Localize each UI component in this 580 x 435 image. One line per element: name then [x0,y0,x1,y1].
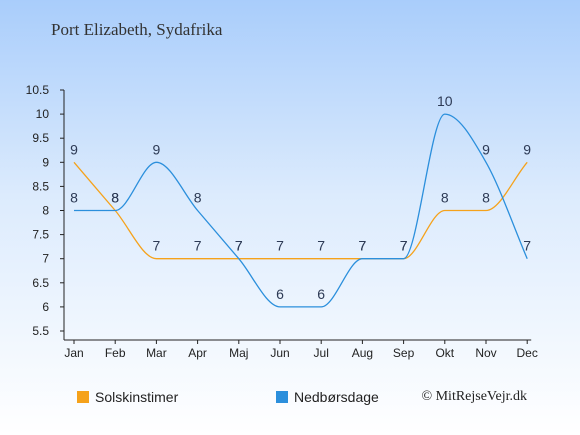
data-label-solskinstimer: 7 [317,238,325,254]
data-label-nedborsdage: 9 [482,141,490,157]
data-label-nedborsdage: 6 [317,286,325,302]
chart-title: Port Elizabeth, Sydafrika [51,20,223,39]
data-label-solskinstimer: 9 [70,141,78,157]
legend-item-solskinstimer: Solskinstimer [77,389,178,405]
data-label-solskinstimer: 8 [111,190,119,206]
data-label-solskinstimer: 7 [194,238,202,254]
data-label-solskinstimer: 9 [523,141,531,157]
x-tick-label: Jul [314,346,329,360]
x-tick-label: Jun [270,346,289,360]
x-tick-label: Apr [188,346,207,360]
data-label-solskinstimer: 7 [276,238,284,254]
y-tick-label: 9 [42,155,49,169]
x-tick-label: Sep [393,346,415,360]
y-tick-label: 6.5 [32,276,49,290]
y-tick-label: 7.5 [32,228,49,242]
x-tick-label: Feb [105,346,126,360]
x-tick-label: Okt [435,346,454,360]
data-label-nedborsdage: 7 [359,238,367,254]
legend-item-nedborsdage: Nedbørsdage [276,389,379,405]
data-label-solskinstimer: 8 [482,190,490,206]
y-tick-label: 6 [42,300,49,314]
x-tick-label: Aug [352,346,373,360]
y-tick-label: 5.5 [32,324,49,338]
data-label-nedborsdage: 8 [70,190,78,206]
copyright-credit: © MitRejseVejr.dk [421,389,527,404]
y-tick-label: 10.5 [26,83,50,97]
data-label-nedborsdage: 8 [194,190,202,206]
data-label-nedborsdage: 8 [111,190,119,206]
legend-label-nedborsdage: Nedbørsdage [294,389,379,405]
data-label-solskinstimer: 7 [359,238,367,254]
x-tick-label: Dec [517,346,538,360]
data-label-solskinstimer: 7 [400,238,408,254]
legend-swatch-solskinstimer [77,391,89,403]
data-label-solskinstimer: 7 [153,238,161,254]
x-tick-label: Maj [229,346,248,360]
y-tick-label: 7 [42,252,49,266]
x-tick-label: Mar [146,346,167,360]
y-tick-label: 9.5 [32,131,49,145]
data-label-nedborsdage: 10 [437,93,453,109]
data-label-nedborsdage: 7 [235,238,243,254]
data-label-solskinstimer: 8 [441,190,449,206]
data-label-nedborsdage: 7 [400,238,408,254]
x-tick-label: Jan [64,346,83,360]
x-tick-label: Nov [475,346,496,360]
legend-swatch-nedborsdage [276,391,288,403]
data-label-nedborsdage: 9 [153,141,161,157]
series-line-solskinstimer [73,161,528,260]
data-label-solskinstimer: 7 [235,238,243,254]
data-label-nedborsdage: 6 [276,286,284,302]
y-tick-label: 8.5 [32,179,49,193]
series-line-nedborsdage [73,113,528,308]
legend-label-solskinstimer: Solskinstimer [95,389,179,405]
y-tick-label: 10 [36,107,50,121]
y-tick-label: 8 [42,204,49,218]
data-label-nedborsdage: 7 [523,238,531,254]
